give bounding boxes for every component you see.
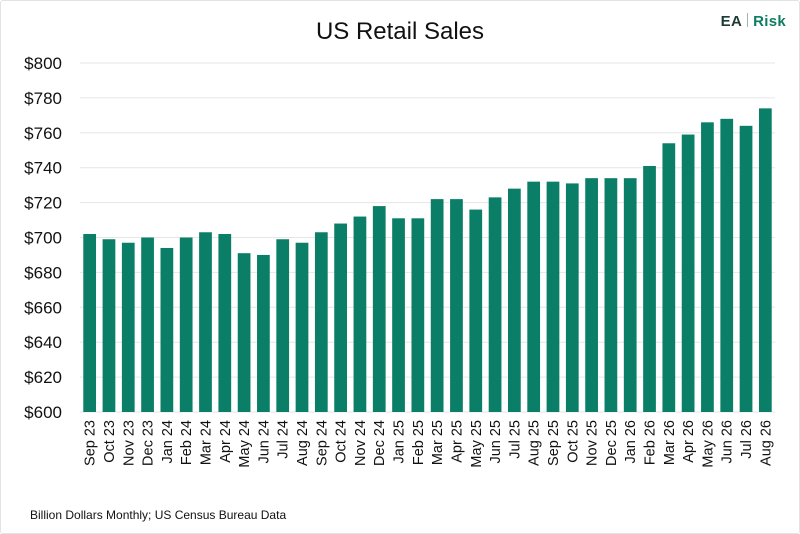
x-tick-label: Jan 26 xyxy=(623,420,639,464)
bar xyxy=(720,118,734,412)
x-tick-label: May 26 xyxy=(700,420,716,468)
bar xyxy=(411,218,425,412)
logo-text-left: EA xyxy=(720,13,743,30)
x-tick-label: Oct 25 xyxy=(565,420,581,463)
bar xyxy=(257,254,270,412)
bar xyxy=(508,188,521,412)
x-tick-label: Apr 24 xyxy=(218,420,234,463)
bar xyxy=(199,232,212,412)
bars xyxy=(83,108,772,413)
bar xyxy=(643,165,656,412)
y-tick-label: $720 xyxy=(24,194,62,213)
bar xyxy=(276,239,290,412)
x-tick-label: Jul 24 xyxy=(276,420,292,459)
bar xyxy=(237,253,251,412)
bar xyxy=(102,239,116,412)
bar xyxy=(604,178,618,412)
brand-logo: EA Risk xyxy=(721,13,786,30)
x-tick-label: Nov 23 xyxy=(121,420,137,466)
x-tick-label: Sep 25 xyxy=(546,420,562,466)
bar xyxy=(623,178,637,412)
x-tick-label: Sep 24 xyxy=(314,420,330,466)
y-tick-label: $600 xyxy=(24,403,62,422)
y-tick-label: $800 xyxy=(24,54,62,73)
bar xyxy=(179,237,193,412)
bar xyxy=(527,181,541,412)
bar xyxy=(314,232,328,412)
y-axis-ticks: $600 $620 $640 $660 $680 $700 $720 $740 $760 $780… xyxy=(24,54,62,422)
x-tick-label: Nov 24 xyxy=(353,420,369,466)
bar xyxy=(218,234,232,412)
x-tick-label: Aug 25 xyxy=(527,420,543,466)
y-tick-label: $620 xyxy=(24,368,62,387)
bar xyxy=(546,181,560,412)
bar xyxy=(160,247,174,412)
bar xyxy=(334,223,347,412)
logo-text-right: Risk xyxy=(753,13,786,30)
logo-divider xyxy=(747,13,749,27)
y-tick-label: $660 xyxy=(24,298,62,317)
y-tick-label: $780 xyxy=(24,89,62,108)
x-tick-label: Feb 25 xyxy=(411,420,427,465)
y-tick-label: $760 xyxy=(24,124,62,143)
bar xyxy=(430,199,444,412)
x-tick-label: Jun 25 xyxy=(488,420,504,464)
x-tick-label: Feb 24 xyxy=(179,420,195,465)
x-tick-label: Oct 24 xyxy=(334,420,350,463)
x-tick-label: Feb 26 xyxy=(643,420,659,465)
bar xyxy=(739,125,753,412)
y-tick-label: $640 xyxy=(24,333,62,352)
x-tick-label: Mar 24 xyxy=(198,420,214,465)
x-tick-label: Aug 26 xyxy=(758,420,774,466)
bar xyxy=(585,178,598,412)
x-tick-label: Dec 23 xyxy=(141,420,157,466)
x-tick-label: Mar 26 xyxy=(662,420,678,465)
x-tick-label: Dec 24 xyxy=(372,420,388,466)
bar xyxy=(450,199,463,412)
x-tick-label: Sep 23 xyxy=(83,420,99,466)
x-tick-label: May 24 xyxy=(237,420,253,468)
x-tick-label: Jun 24 xyxy=(256,420,272,464)
bar xyxy=(758,108,772,413)
x-tick-label: Jul 26 xyxy=(739,420,755,459)
chart-title: US Retail Sales xyxy=(315,18,485,45)
bar xyxy=(681,134,695,413)
x-tick-label: Oct 23 xyxy=(102,420,118,463)
bar xyxy=(662,143,676,412)
bar xyxy=(141,237,154,412)
y-tick-label: $700 xyxy=(24,229,62,248)
bar xyxy=(469,209,483,412)
bar xyxy=(392,218,405,412)
x-tick-label: Mar 25 xyxy=(430,420,446,465)
bar xyxy=(353,216,367,412)
y-tick-label: $740 xyxy=(24,159,62,178)
bar xyxy=(83,234,97,412)
x-tick-label: Jun 26 xyxy=(720,420,736,464)
y-tick-label: $680 xyxy=(24,263,62,282)
x-axis-ticks: Sep 23 Oct 23 Nov 23 Dec 23 Jan 24 Feb 24 Mar … xyxy=(83,420,775,468)
x-tick-label: Aug 24 xyxy=(295,420,311,466)
x-tick-label: Jan 24 xyxy=(160,420,176,464)
bar xyxy=(488,197,502,412)
bar xyxy=(121,242,135,412)
x-tick-label: Apr 25 xyxy=(449,420,465,463)
gridlines xyxy=(80,62,775,413)
bar xyxy=(565,183,579,412)
x-tick-label: Jan 25 xyxy=(392,420,408,464)
bar xyxy=(701,122,714,412)
bar xyxy=(372,206,386,412)
x-tick-label: Nov 25 xyxy=(585,420,601,466)
x-tick-label: Jul 25 xyxy=(507,420,523,459)
footnote: Billion Dollars Monthly; US Census Burea… xyxy=(30,508,287,522)
x-tick-label: Apr 26 xyxy=(681,420,697,463)
x-tick-label: May 25 xyxy=(469,420,485,468)
bar xyxy=(295,242,309,412)
x-tick-label: Dec 25 xyxy=(604,420,620,466)
